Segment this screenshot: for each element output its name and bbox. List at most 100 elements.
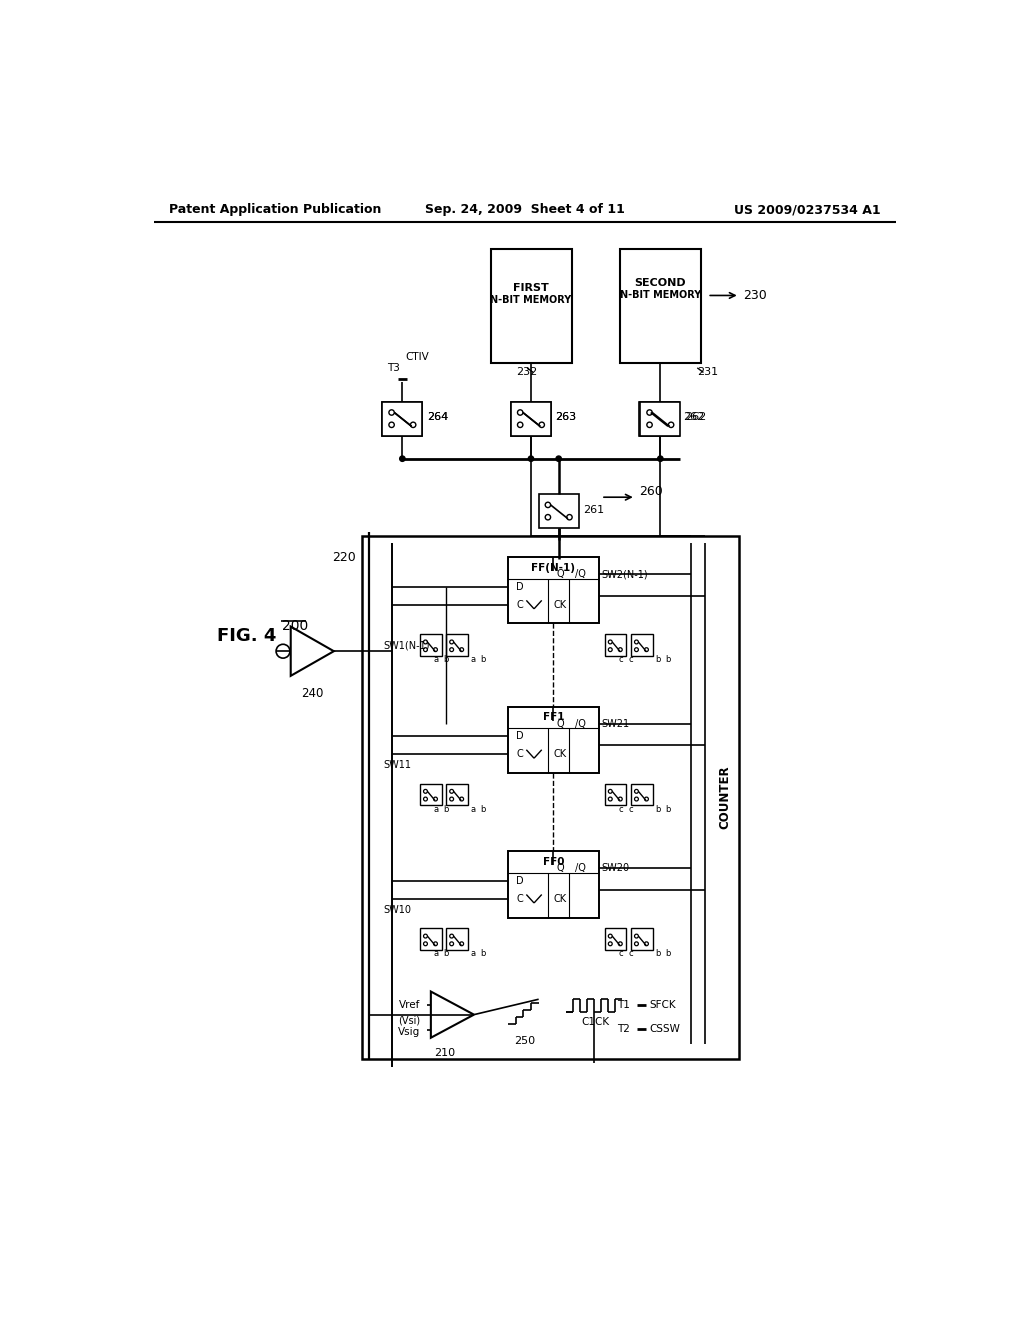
Text: SECOND: SECOND [635,279,686,288]
Text: b: b [480,655,486,664]
Text: b: b [666,655,671,664]
Text: D: D [516,875,524,886]
Text: a: a [434,949,439,958]
Text: COUNTER: COUNTER [719,766,731,829]
Bar [605,928,627,950]
Text: b: b [443,949,449,958]
Text: c: c [618,805,624,813]
Text: SW2(N-1): SW2(N-1) [602,569,648,579]
Text: c: c [629,949,634,958]
Text: CK: CK [554,601,566,610]
Text: c: c [618,655,624,664]
Bar [639,401,679,436]
Text: 263: 263 [556,412,577,422]
Text: 220: 220 [332,550,355,564]
Text: b: b [666,949,671,958]
Text: FF(N-1): FF(N-1) [531,564,575,573]
Text: CK: CK [554,750,566,759]
Text: 232: 232 [516,367,538,378]
Text: b: b [666,805,671,813]
Circle shape [528,455,534,462]
Text: SW20: SW20 [602,863,630,874]
Text: Q: Q [556,863,564,874]
Text: b: b [480,805,486,813]
Bar [382,401,422,436]
Bar [508,557,599,623]
Text: 210: 210 [434,1048,456,1059]
Text: N-BIT MEMORY: N-BIT MEMORY [490,296,571,305]
Text: T2: T2 [616,1023,630,1034]
Text: SW1(N-1): SW1(N-1) [383,640,430,649]
Bar [420,928,441,950]
Bar [446,784,468,805]
Text: 264: 264 [427,412,449,422]
Text: SW10: SW10 [383,906,411,915]
Text: (Vsi): (Vsi) [398,1016,420,1026]
Text: 231: 231 [697,367,719,378]
Text: 262: 262 [685,412,707,422]
Text: FIG. 4: FIG. 4 [217,627,276,644]
Circle shape [657,455,663,462]
Text: b: b [443,805,449,813]
Bar [420,635,441,656]
Text: N-BIT MEMORY: N-BIT MEMORY [620,290,701,301]
Text: b: b [655,805,660,813]
Text: Patent Application Publication: Patent Application Publication [169,203,381,216]
Bar [446,928,468,950]
Text: Vsig: Vsig [398,1027,420,1036]
Text: a: a [471,949,476,958]
Text: SW11: SW11 [383,760,411,770]
Text: 260: 260 [640,486,664,499]
Bar [446,635,468,656]
Bar [631,784,652,805]
Text: 250: 250 [514,1036,536,1045]
Text: US 2009/0237534 A1: US 2009/0237534 A1 [734,203,881,216]
Text: c: c [618,949,624,958]
Text: T1: T1 [616,1001,630,1010]
Text: C: C [517,750,523,759]
Circle shape [556,455,561,462]
Text: Sep. 24, 2009  Sheet 4 of 11: Sep. 24, 2009 Sheet 4 of 11 [425,203,625,216]
Text: c: c [629,655,634,664]
Bar [511,401,551,436]
Bar [631,928,652,950]
Bar [631,635,652,656]
Text: b: b [655,949,660,958]
Bar [382,401,422,436]
Text: 200: 200 [283,619,308,632]
Text: 230: 230 [743,289,767,302]
Text: 261: 261 [584,504,604,515]
Text: Q: Q [556,718,564,729]
Text: c: c [629,805,634,813]
Text: Q: Q [556,569,564,579]
Bar [361,536,739,1059]
Text: CK: CK [554,894,566,904]
Bar [508,706,599,774]
Text: D: D [516,582,524,591]
Text: /Q: /Q [574,569,586,579]
Text: SW21: SW21 [602,718,630,729]
Text: /Q: /Q [574,718,586,729]
Text: a: a [434,805,439,813]
Bar [490,249,571,363]
Text: C: C [517,601,523,610]
Text: FF1: FF1 [543,713,564,722]
Bar [605,784,627,805]
Text: a: a [471,805,476,813]
Text: /Q: /Q [574,863,586,874]
Bar [605,635,627,656]
Text: T3: T3 [387,363,400,372]
Bar [420,784,441,805]
Text: b: b [655,655,660,664]
Text: b: b [443,655,449,664]
Text: C: C [517,894,523,904]
Text: C1CK: C1CK [582,1018,609,1027]
Text: SFCK: SFCK [649,1001,676,1010]
Text: b: b [480,949,486,958]
Text: 263: 263 [556,412,577,422]
Bar [539,494,579,528]
Text: CTIV: CTIV [406,352,429,362]
Bar [640,401,680,436]
Bar [621,249,701,363]
Text: a: a [434,655,439,664]
